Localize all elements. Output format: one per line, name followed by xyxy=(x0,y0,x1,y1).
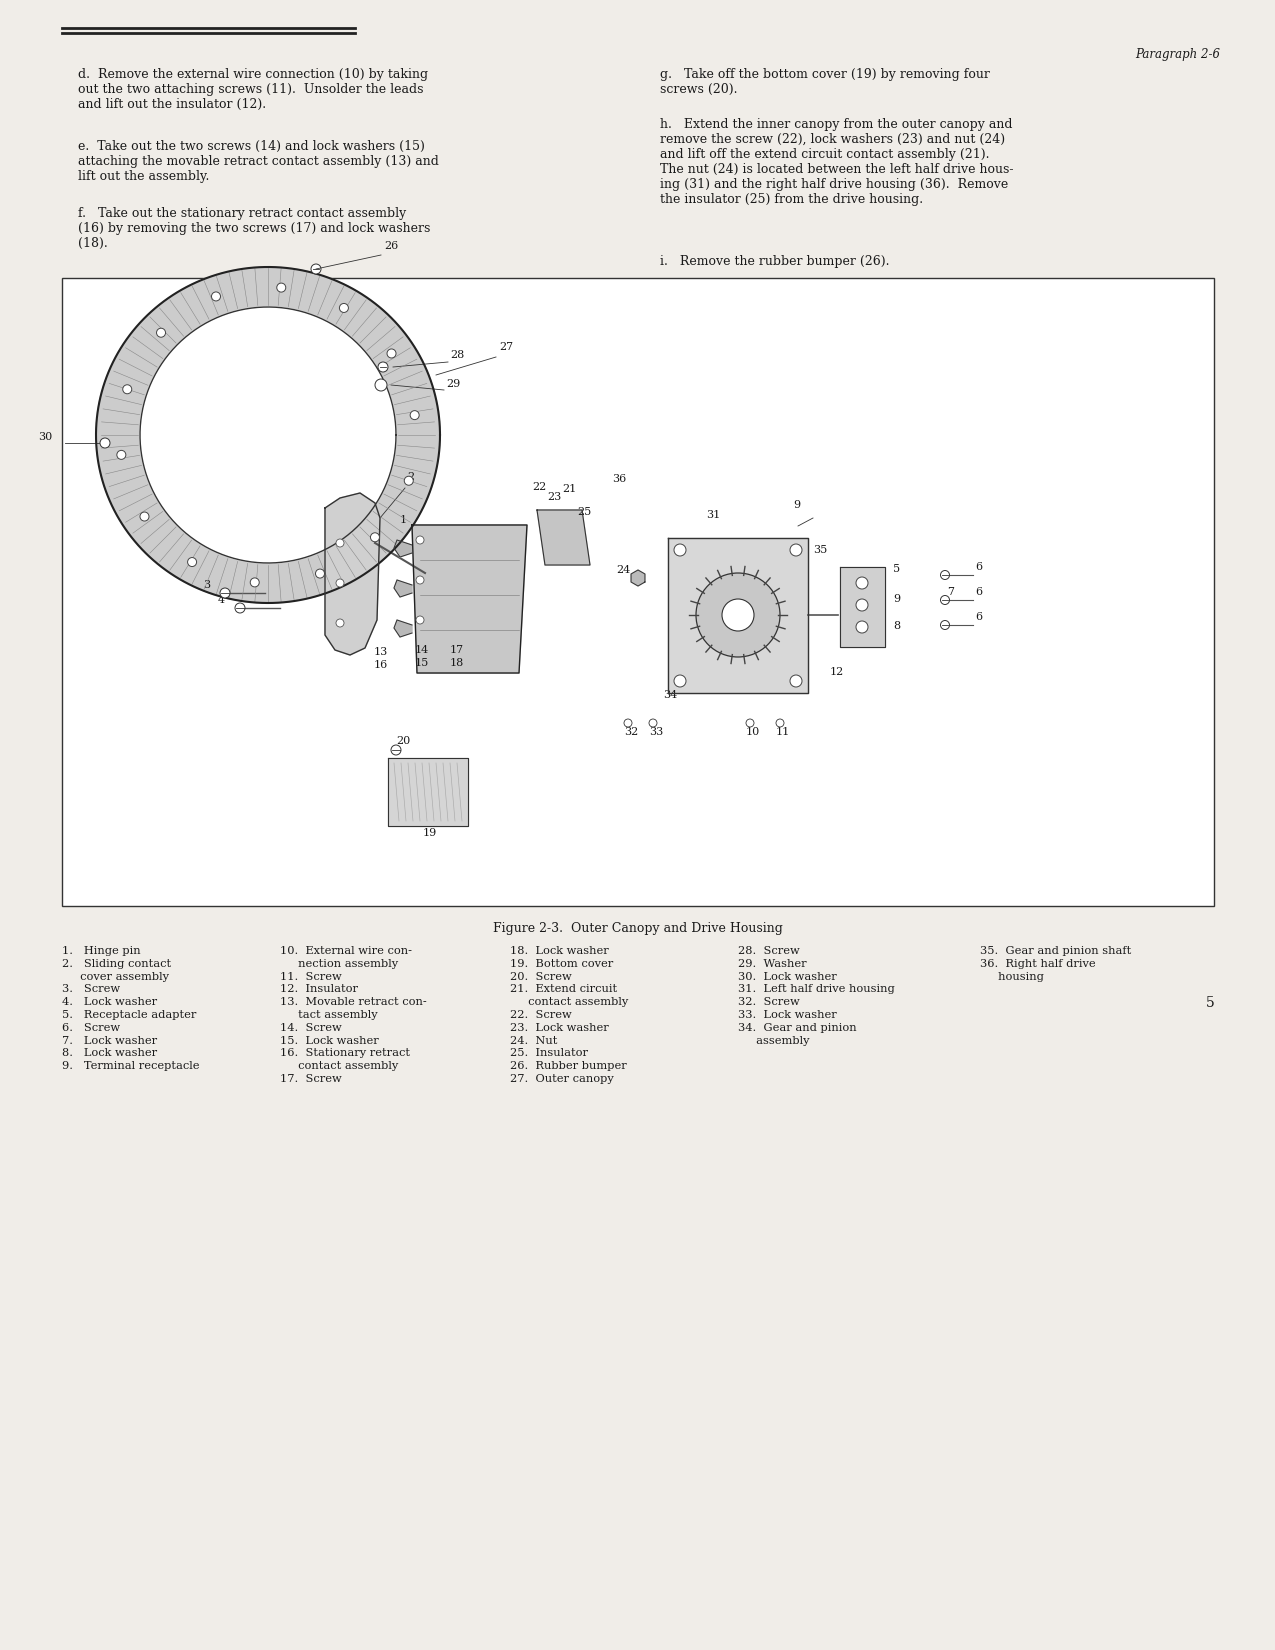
Text: 15: 15 xyxy=(414,658,430,668)
Text: 17: 17 xyxy=(450,645,464,655)
Text: 11.  Screw: 11. Screw xyxy=(280,972,342,982)
Circle shape xyxy=(375,380,388,391)
Circle shape xyxy=(411,411,419,419)
Text: 32.  Screw: 32. Screw xyxy=(738,997,799,1006)
Circle shape xyxy=(790,675,802,686)
Text: 27: 27 xyxy=(499,342,513,351)
Circle shape xyxy=(776,719,784,728)
Circle shape xyxy=(856,620,868,634)
Text: cover assembly: cover assembly xyxy=(62,972,170,982)
Circle shape xyxy=(623,719,632,728)
Text: 30.  Lock washer: 30. Lock washer xyxy=(738,972,836,982)
Circle shape xyxy=(416,615,425,624)
Polygon shape xyxy=(394,620,412,637)
Text: 7: 7 xyxy=(947,587,954,597)
Text: i.   Remove the rubber bumper (26).: i. Remove the rubber bumper (26). xyxy=(660,256,890,267)
Circle shape xyxy=(250,578,259,587)
Circle shape xyxy=(187,558,196,566)
Circle shape xyxy=(337,579,344,587)
Circle shape xyxy=(122,384,131,394)
Text: 8.   Lock washer: 8. Lock washer xyxy=(62,1048,157,1058)
Text: 22.  Screw: 22. Screw xyxy=(510,1010,571,1020)
Circle shape xyxy=(157,328,166,337)
Text: 34: 34 xyxy=(663,690,677,700)
Circle shape xyxy=(235,602,245,614)
Polygon shape xyxy=(325,493,380,655)
Text: 19: 19 xyxy=(423,828,437,838)
Polygon shape xyxy=(96,267,440,602)
Text: 36.  Right half drive: 36. Right half drive xyxy=(980,959,1095,969)
Circle shape xyxy=(391,746,402,756)
Text: 13: 13 xyxy=(374,647,389,657)
Text: 23.  Lock washer: 23. Lock washer xyxy=(510,1023,608,1033)
Text: 26.  Rubber bumper: 26. Rubber bumper xyxy=(510,1061,627,1071)
Circle shape xyxy=(99,437,110,449)
Circle shape xyxy=(311,264,321,274)
Circle shape xyxy=(649,719,657,728)
Text: e.  Take out the two screws (14) and lock washers (15)
attaching the movable ret: e. Take out the two screws (14) and lock… xyxy=(78,140,439,183)
Text: 25: 25 xyxy=(578,507,592,516)
Text: 6.   Screw: 6. Screw xyxy=(62,1023,120,1033)
Text: 18: 18 xyxy=(450,658,464,668)
Text: 3: 3 xyxy=(203,581,210,591)
Text: 16.  Stationary retract: 16. Stationary retract xyxy=(280,1048,411,1058)
Polygon shape xyxy=(140,307,397,563)
Text: 35: 35 xyxy=(813,544,827,554)
Text: f.   Take out the stationary retract contact assembly
(16) by removing the two s: f. Take out the stationary retract conta… xyxy=(78,206,431,251)
Polygon shape xyxy=(394,540,412,558)
Bar xyxy=(62,277,1214,906)
Text: contact assembly: contact assembly xyxy=(510,997,629,1006)
Text: 12: 12 xyxy=(830,667,844,676)
Text: 1: 1 xyxy=(400,515,407,525)
Text: 35.  Gear and pinion shaft: 35. Gear and pinion shaft xyxy=(980,945,1131,955)
Text: 32: 32 xyxy=(623,728,639,738)
Text: 33: 33 xyxy=(649,728,663,738)
Text: 1.   Hinge pin: 1. Hinge pin xyxy=(62,945,140,955)
Polygon shape xyxy=(631,569,645,586)
Text: 23: 23 xyxy=(547,492,561,502)
Polygon shape xyxy=(412,525,527,673)
Text: 31.  Left half drive housing: 31. Left half drive housing xyxy=(738,985,895,995)
Circle shape xyxy=(117,450,126,459)
Text: 19.  Bottom cover: 19. Bottom cover xyxy=(510,959,613,969)
Circle shape xyxy=(674,675,686,686)
Text: 20: 20 xyxy=(397,736,411,746)
Text: 26: 26 xyxy=(384,241,398,251)
Circle shape xyxy=(337,619,344,627)
Circle shape xyxy=(377,361,388,371)
Text: 16: 16 xyxy=(374,660,389,670)
Text: assembly: assembly xyxy=(738,1036,810,1046)
Text: 33.  Lock washer: 33. Lock washer xyxy=(738,1010,836,1020)
Circle shape xyxy=(277,284,286,292)
Text: 9: 9 xyxy=(793,500,801,510)
Circle shape xyxy=(790,544,802,556)
Text: h.   Extend the inner canopy from the outer canopy and
remove the screw (22), lo: h. Extend the inner canopy from the oute… xyxy=(660,119,1014,206)
Text: 21: 21 xyxy=(562,483,576,493)
Text: 34.  Gear and pinion: 34. Gear and pinion xyxy=(738,1023,857,1033)
Text: 8: 8 xyxy=(892,620,900,630)
Polygon shape xyxy=(668,538,808,693)
Circle shape xyxy=(941,596,950,604)
Text: 29.  Washer: 29. Washer xyxy=(738,959,807,969)
Circle shape xyxy=(221,587,230,597)
Text: 29: 29 xyxy=(446,380,460,389)
Text: 21.  Extend circuit: 21. Extend circuit xyxy=(510,985,617,995)
Circle shape xyxy=(315,569,325,578)
Text: 14.  Screw: 14. Screw xyxy=(280,1023,342,1033)
Text: 31: 31 xyxy=(706,510,720,520)
Text: tact assembly: tact assembly xyxy=(280,1010,377,1020)
Text: 25.  Insulator: 25. Insulator xyxy=(510,1048,588,1058)
Text: 20.  Screw: 20. Screw xyxy=(510,972,571,982)
Text: 24: 24 xyxy=(616,564,630,574)
Text: 36: 36 xyxy=(612,474,626,483)
Text: 2.   Sliding contact: 2. Sliding contact xyxy=(62,959,171,969)
Text: 22: 22 xyxy=(532,482,546,492)
Circle shape xyxy=(404,477,413,485)
Polygon shape xyxy=(840,568,885,647)
Text: 10: 10 xyxy=(746,728,760,738)
Text: Paragraph 2-6: Paragraph 2-6 xyxy=(1135,48,1220,61)
Text: 28.  Screw: 28. Screw xyxy=(738,945,799,955)
Circle shape xyxy=(941,620,950,630)
Circle shape xyxy=(856,599,868,610)
Text: 7.   Lock washer: 7. Lock washer xyxy=(62,1036,157,1046)
